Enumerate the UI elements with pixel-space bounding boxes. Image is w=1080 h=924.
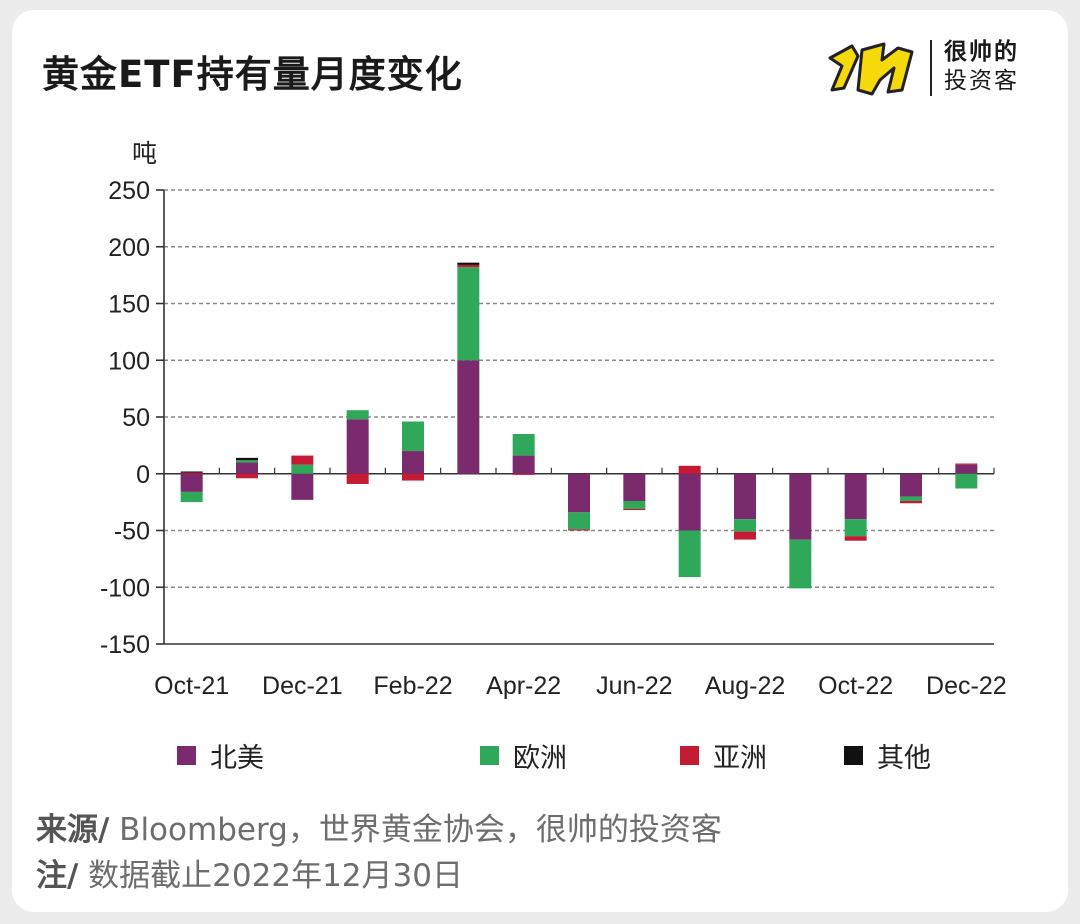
legend-swatch <box>680 746 699 765</box>
x-tick-label: Dec-22 <box>926 672 1007 700</box>
bar-segment <box>180 473 203 492</box>
bar-segment <box>236 457 258 461</box>
legend-swatch <box>480 746 499 765</box>
legend-label: 欧洲 <box>513 743 567 774</box>
legend-label: 其他 <box>877 743 931 774</box>
bar-segment <box>734 531 756 540</box>
bar-segment <box>402 473 424 481</box>
bar-segment <box>291 455 314 465</box>
y-tick-label: 250 <box>108 177 150 205</box>
bar-segment <box>291 473 314 500</box>
bar-segment <box>236 473 258 479</box>
logo-line1: 很帅的 <box>944 39 1019 65</box>
y-tick-label: -150 <box>100 631 150 659</box>
bar-segment <box>346 419 369 474</box>
bar-segment <box>512 473 535 475</box>
bar-segment <box>623 500 646 509</box>
bar-segment <box>568 512 590 530</box>
bar-segment <box>734 473 756 520</box>
bar-segment <box>955 473 978 489</box>
legend-swatch <box>177 746 196 765</box>
bar-segment <box>900 473 922 497</box>
bar-segment <box>623 473 646 501</box>
legend-label: 北美 <box>210 743 264 774</box>
legend-swatch <box>844 746 863 765</box>
bar-segment <box>457 264 480 268</box>
chart-legend: 北美 欧洲 亚洲 其他 <box>12 736 1068 776</box>
bar-segment <box>457 262 480 265</box>
bar-segment <box>568 473 590 513</box>
bar-segment <box>180 491 203 503</box>
bar-segment <box>844 536 867 541</box>
brand-logo: 很帅的 投资客 <box>822 36 1032 102</box>
x-tick-label: Jun-22 <box>596 672 672 700</box>
bar-segment <box>402 451 424 474</box>
note-prefix: 注/ <box>36 858 79 894</box>
y-tick-label: 150 <box>108 291 150 319</box>
source-line: 来源/ Bloomberg，世界黄金协会，很帅的投资客 <box>36 804 722 849</box>
chart-title: 黄金ETF持有量月度变化 <box>42 53 463 96</box>
source-prefix: 来源/ <box>36 812 110 848</box>
note-line: 注/ 数据截止2022年12月30日 <box>36 850 463 895</box>
x-tick-label: Oct-21 <box>154 672 229 700</box>
bar-segment <box>955 463 978 465</box>
x-tick-label: Oct-22 <box>818 672 893 700</box>
bar-segment <box>236 462 258 474</box>
bar-segment <box>402 421 424 452</box>
bar-segment <box>512 455 535 474</box>
bar-segment <box>844 519 867 537</box>
legend-item: 北美 <box>177 736 264 775</box>
bar-segment <box>180 472 203 474</box>
bar-segment <box>512 434 535 456</box>
source-text: Bloomberg，世界黄金协会，很帅的投资客 <box>109 812 722 848</box>
y-tick-label: -50 <box>114 518 150 546</box>
y-unit-label: 吨 <box>132 139 158 168</box>
bar-segment <box>789 473 812 540</box>
note-text: 数据截止2022年12月30日 <box>78 858 463 894</box>
bar-segment <box>291 464 314 474</box>
bar-segment <box>236 460 258 463</box>
bar-segment <box>844 473 867 520</box>
bar-segment <box>623 508 646 511</box>
bar-segment <box>955 464 978 474</box>
bar-segment <box>180 471 203 473</box>
bar-segment <box>678 530 701 578</box>
bar-segment <box>789 539 812 589</box>
y-tick-label: 0 <box>136 461 150 489</box>
logo-text: 很帅的 投资客 <box>944 38 1019 96</box>
logo-line2: 投资客 <box>944 68 1019 94</box>
x-tick-label: Aug-22 <box>705 672 786 700</box>
logo-separator <box>930 40 932 96</box>
x-tick-label: Dec-21 <box>262 672 343 700</box>
bar-segment <box>346 473 369 484</box>
legend-item: 其他 <box>844 736 931 775</box>
bar-segment <box>900 500 922 504</box>
bar-segment <box>346 410 369 420</box>
y-tick-label: 200 <box>108 234 150 262</box>
legend-item: 欧洲 <box>480 736 567 775</box>
x-tick-label: Feb-22 <box>373 672 452 700</box>
bar-segment <box>678 465 701 474</box>
y-tick-label: 50 <box>122 404 150 432</box>
chart-card: 黄金ETF持有量月度变化 很帅的 投资客 吨 250 200 150 100 50 0 -5… <box>12 10 1068 912</box>
bar-segment <box>734 519 756 532</box>
x-tick-label: Apr-22 <box>486 672 561 700</box>
bar-segment <box>900 496 922 501</box>
y-tick-label: -100 <box>100 574 150 602</box>
legend-item: 亚洲 <box>680 736 767 775</box>
bar-segment <box>457 360 480 474</box>
bar-segment <box>568 529 590 531</box>
bar-segment <box>457 267 480 361</box>
bar-segment <box>678 473 701 531</box>
y-tick-label: 100 <box>108 347 150 375</box>
brand-logo-mark-icon <box>828 42 914 96</box>
legend-label: 亚洲 <box>713 743 767 774</box>
